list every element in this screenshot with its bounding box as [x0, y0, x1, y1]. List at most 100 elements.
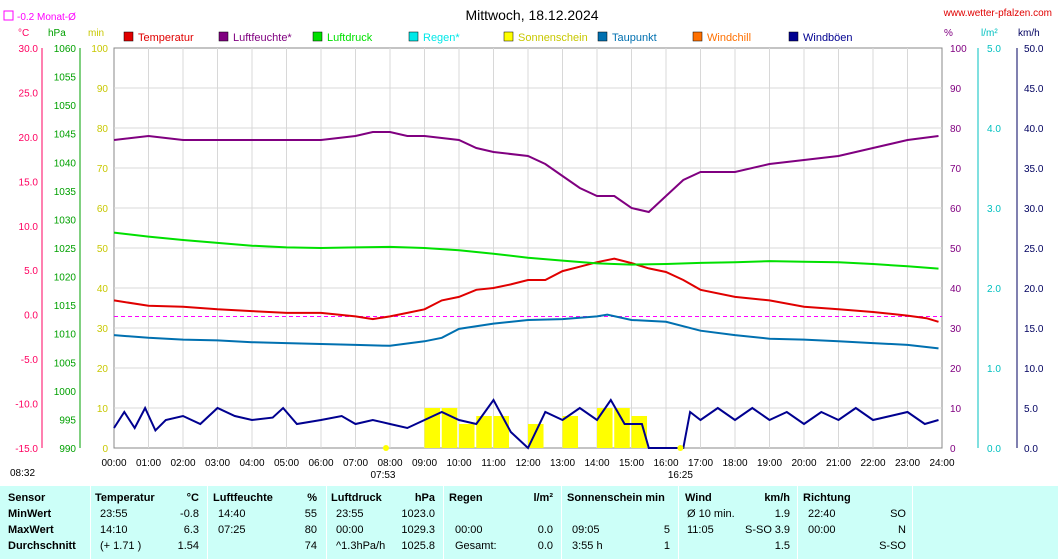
sunrise-label: 07:53	[370, 470, 395, 481]
x-tick-label: 15:00	[619, 458, 644, 469]
y-tick-label-humidity: 100	[950, 44, 967, 55]
unit-rain: l/m²	[981, 28, 998, 39]
y-tick-label-sun_min: 40	[97, 284, 109, 295]
y-tick-label-temp: -10.0	[15, 400, 38, 411]
stats-header: Sonnenschein min	[567, 492, 665, 504]
stats-divider	[326, 486, 327, 559]
sunshine-bar	[476, 416, 492, 448]
stats-cell: (+ 1.71 )	[100, 540, 142, 552]
stats-cell: 3.9	[774, 524, 790, 536]
y-tick-label-wind: 35.0	[1024, 164, 1044, 175]
y-tick-label-temp: 15.0	[19, 177, 39, 188]
stats-cell: S-SO	[745, 524, 772, 536]
y-tick-label-temp: -15.0	[15, 444, 38, 455]
stats-divider	[207, 486, 208, 559]
legend-swatch	[788, 31, 799, 42]
stats-header: Wind	[685, 492, 712, 504]
y-tick-label-humidity: 0	[950, 444, 956, 455]
y-tick-label-humidity: 60	[950, 204, 962, 215]
x-tick-label: 03:00	[205, 458, 230, 469]
unit-wind: km/h	[1018, 28, 1040, 39]
x-tick-label: 05:00	[274, 458, 299, 469]
y-tick-label-humidity: 90	[950, 84, 962, 95]
sunshine-bar	[459, 424, 475, 448]
legend-label: Regen*	[423, 32, 460, 44]
x-tick-label: 18:00	[722, 458, 747, 469]
x-tick-label: 23:00	[895, 458, 920, 469]
x-tick-label: 01:00	[136, 458, 161, 469]
y-tick-label-sun_min: 70	[97, 164, 109, 175]
stats-divider	[561, 486, 562, 559]
series-line-taupunkt	[113, 313, 939, 350]
y-tick-label-sun_min: 10	[97, 404, 109, 415]
x-tick-label: 19:00	[757, 458, 782, 469]
sunset-marker	[677, 445, 684, 451]
monthavg-label: -0.2 Monat-Ø	[17, 12, 76, 23]
y-tick-label-sun_min: 20	[97, 364, 109, 375]
stats-cell: 00:00	[336, 524, 364, 536]
y-tick-label-temp: -5.0	[21, 355, 39, 366]
x-tick-label: 16:00	[653, 458, 678, 469]
site-link[interactable]: www.wetter-pfalzen.com	[943, 8, 1052, 19]
y-tick-label-rain: 4.0	[987, 124, 1001, 135]
stats-cell: 11:05	[687, 524, 714, 536]
stats-cell: 3:55 h	[572, 540, 603, 552]
y-tick-label-sun_min: 0	[102, 444, 108, 455]
y-tick-label-wind: 5.0	[1024, 404, 1038, 415]
y-tick-label-pressure: 1030	[54, 215, 77, 226]
legend-swatch	[503, 31, 514, 42]
y-tick-label-pressure: 1005	[54, 358, 77, 369]
y-tick-label-pressure: 1025	[54, 244, 77, 255]
stats-header: hPa	[414, 492, 435, 504]
stats-divider	[912, 486, 913, 559]
y-tick-label-wind: 40.0	[1024, 124, 1044, 135]
left-axes: -15.0 -10.0 -5.0 0.0 5.0 10.0 15.0 20.0 25.0 30.0…	[15, 44, 108, 455]
y-tick-label-wind: 0.0	[1024, 444, 1038, 455]
stats-cell: 80	[304, 524, 317, 536]
series-line-luftdruck	[113, 231, 939, 270]
stats-row-label: MaxWert	[8, 524, 54, 536]
stats-header: Regen	[449, 492, 483, 504]
stats-cell: 07:25	[218, 524, 246, 536]
series-line-luftfeuchte	[113, 131, 939, 214]
y-tick-label-temp: 10.0	[19, 222, 39, 233]
stats-header: Sensor	[8, 492, 46, 504]
y-tick-label-wind: 45.0	[1024, 84, 1044, 95]
y-tick-label-rain: 1.0	[987, 364, 1001, 375]
y-tick-label-sun_min: 60	[97, 204, 109, 215]
y-tick-label-wind: 10.0	[1024, 364, 1044, 375]
sunshine-bar	[562, 416, 579, 448]
series-line-temperatur	[113, 257, 939, 323]
y-tick-label-temp: 25.0	[19, 88, 39, 99]
legend-label: Windchill	[707, 32, 751, 44]
y-tick-label-humidity: 10	[950, 404, 962, 415]
stats-cell: 1023.0	[401, 508, 435, 520]
stats-divider	[90, 486, 91, 559]
unit-pct: %	[944, 28, 953, 39]
y-tick-label-wind: 25.0	[1024, 244, 1044, 255]
x-tick-label: 21:00	[826, 458, 851, 469]
stats-header: Temperatur	[95, 492, 155, 504]
stats-cell: Ø 10 min.	[687, 508, 735, 520]
x-tick-label: 09:00	[412, 458, 437, 469]
x-tick-label: 20:00	[791, 458, 816, 469]
y-tick-label-pressure: 1060	[54, 44, 77, 55]
x-tick-label: 24:00	[929, 458, 954, 469]
legend-label: Windböen	[803, 32, 853, 44]
stats-header: Luftfeuchte	[213, 492, 273, 504]
y-tick-label-rain: 5.0	[987, 44, 1001, 55]
y-tick-label-rain: 3.0	[987, 204, 1001, 215]
y-tick-label-pressure: 990	[59, 444, 76, 455]
unit-temp: °C	[18, 28, 29, 39]
stats-cell: 00:00	[455, 524, 483, 536]
stats-cell: 6.3	[183, 524, 199, 536]
x-tick-label: 12:00	[515, 458, 540, 469]
stats-divider	[443, 486, 444, 559]
right-axes: 0 10 20 30 40 50 60 70 80 90 100 0.0 1.0 2.0 3.0 4.0 5.0…	[950, 44, 1044, 455]
stats-cell: 14:40	[218, 508, 246, 520]
y-tick-label-wind: 20.0	[1024, 284, 1044, 295]
legend-label: Sonnenschein	[518, 32, 588, 44]
y-tick-label-pressure: 1020	[54, 273, 77, 284]
stats-cell: 14:10	[100, 524, 128, 536]
legend-swatch	[218, 31, 229, 42]
